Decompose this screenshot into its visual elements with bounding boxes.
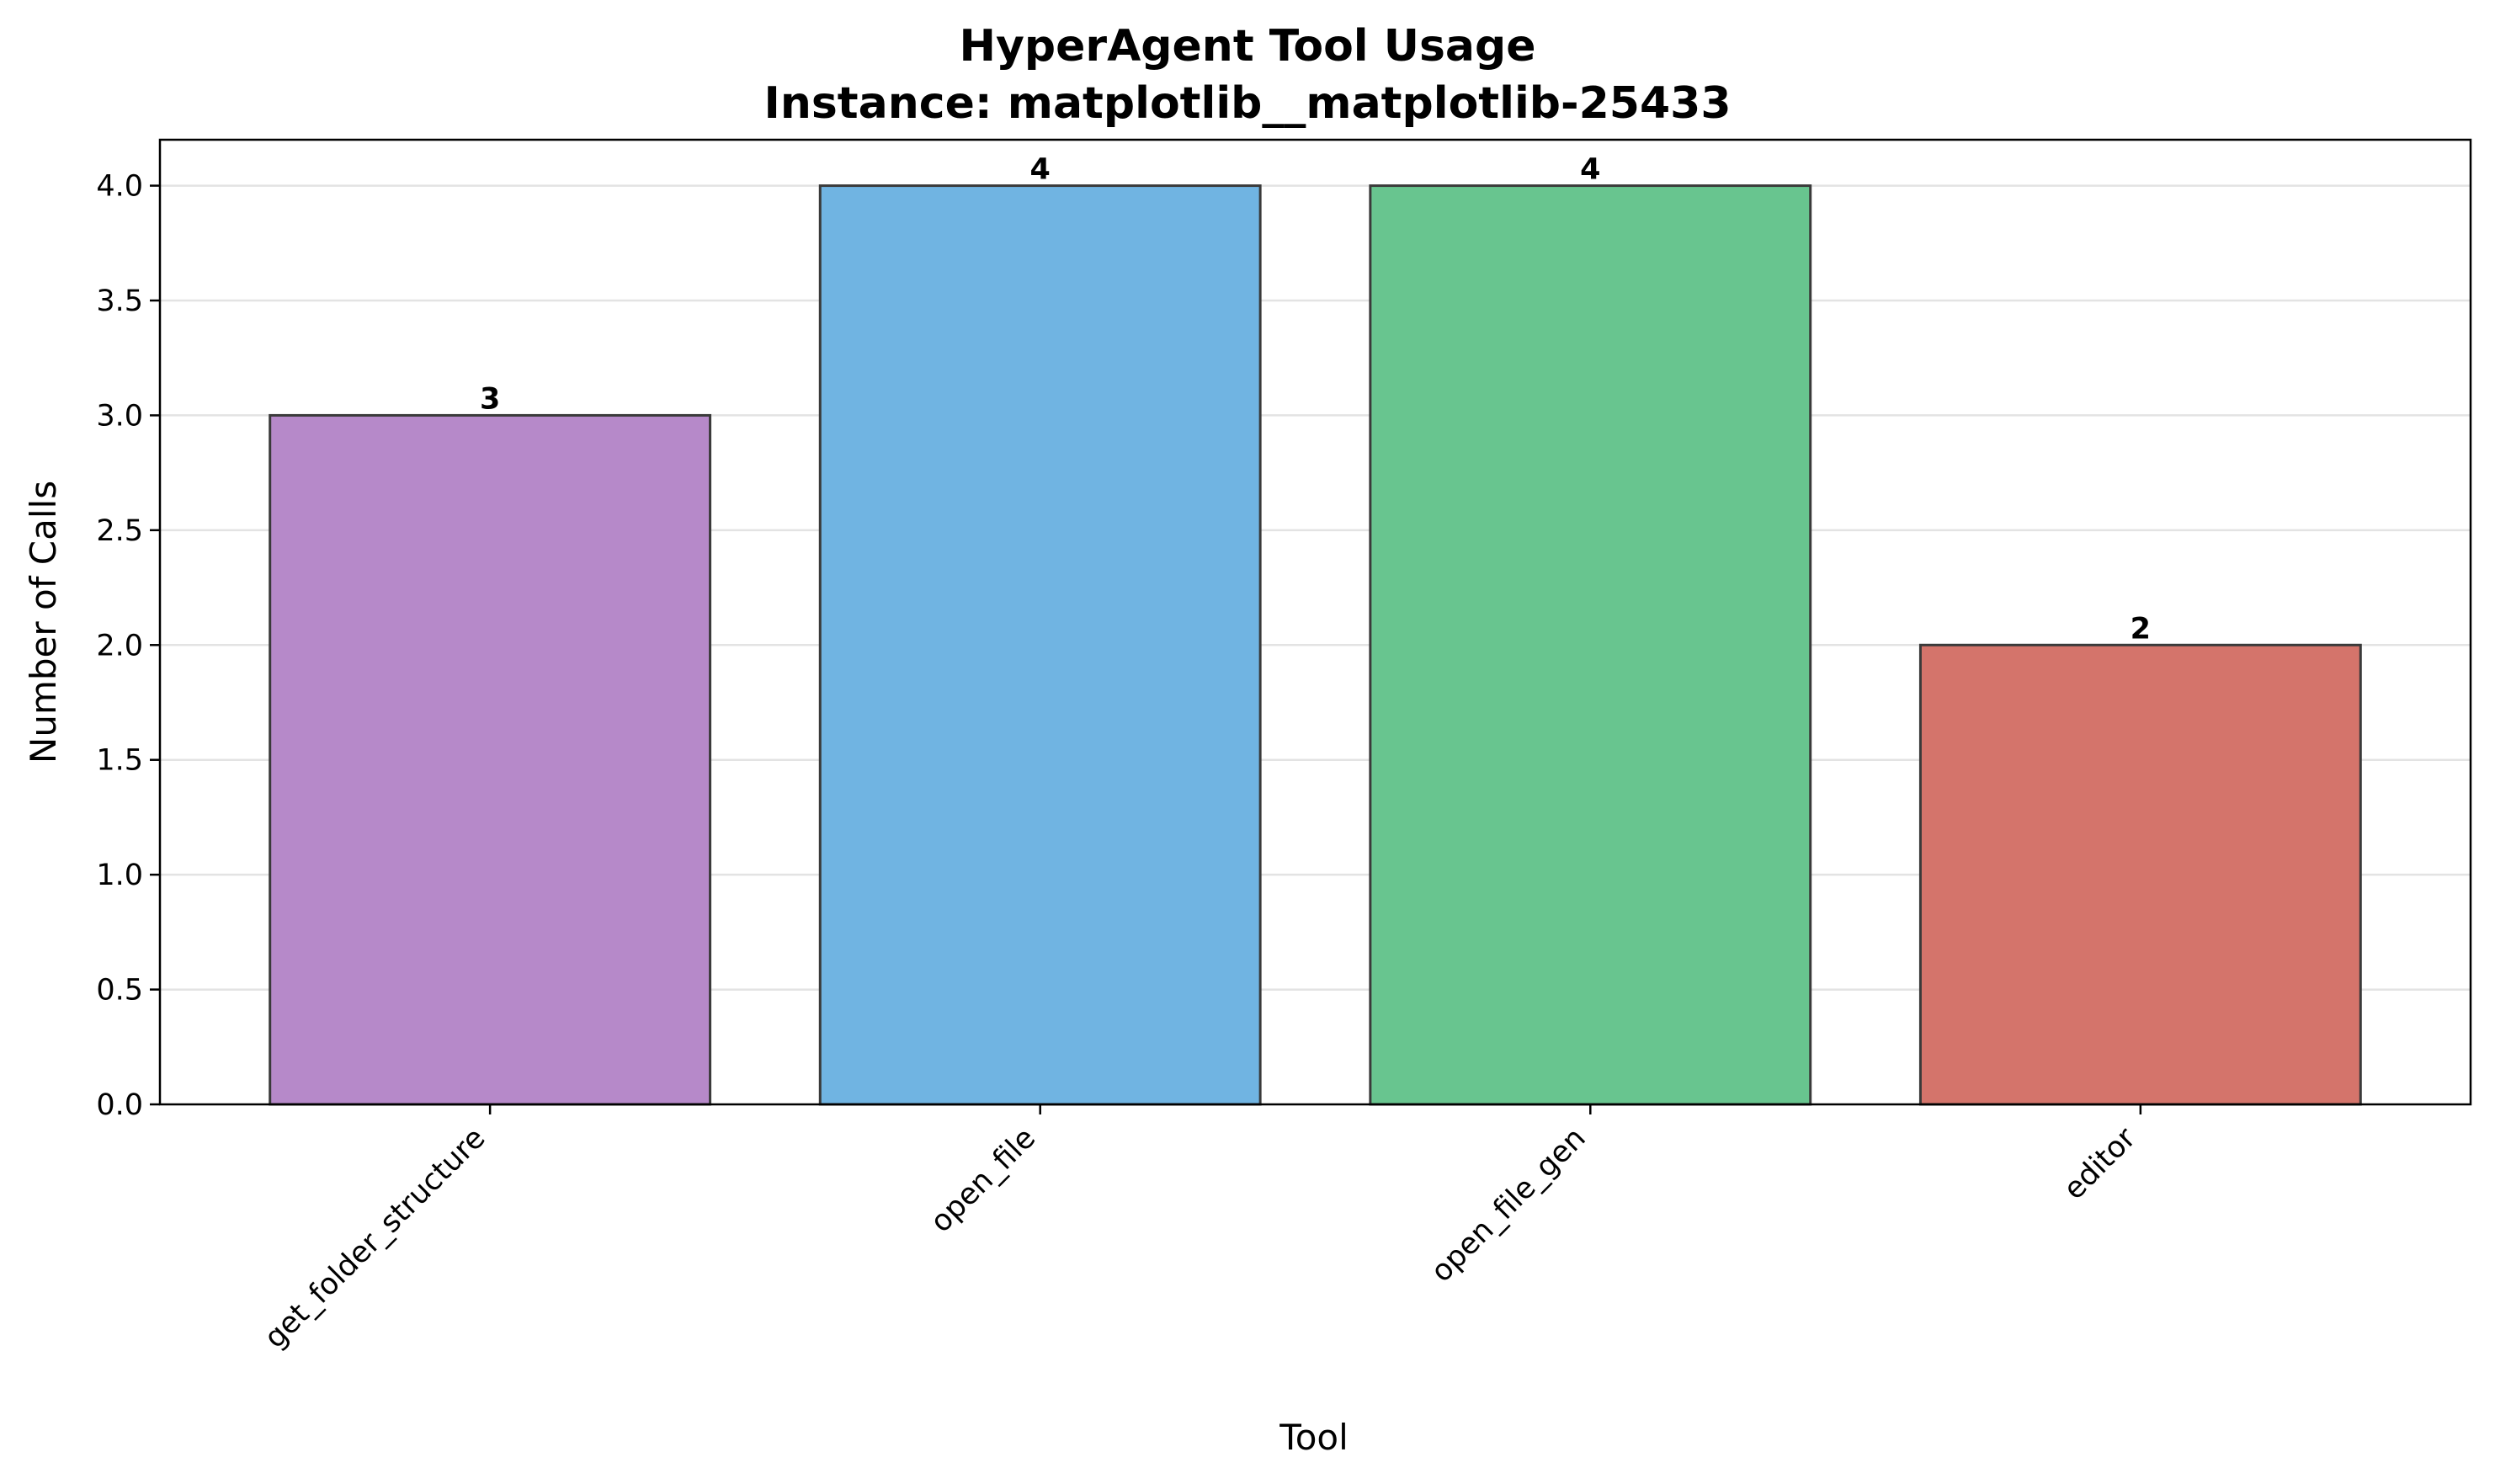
- x-axis-ticks: get_folder_structure open_file open_file_g…: [258, 1104, 2143, 1355]
- bar-open-file: [818, 184, 1262, 1106]
- x-tick-label: open_file_gen: [1425, 1121, 1593, 1289]
- plot-area-frame: [158, 138, 2472, 1106]
- bar-value-label: 4: [1030, 153, 1051, 187]
- y-axis-ticks: 0.0 0.5 1.0 1.5 2.0 2.5 3.0 3.5 4.0: [96, 170, 160, 1122]
- y-tick-label: 1.0: [96, 859, 143, 892]
- y-tick-label: 2.0: [96, 629, 143, 662]
- bar-editor: [1918, 643, 2362, 1106]
- chart-title: HyperAgent Tool Usage: [960, 21, 1536, 72]
- x-tick-label: editor: [2057, 1121, 2143, 1207]
- bars: [269, 184, 2362, 1106]
- x-axis-label: Tool: [1279, 1417, 1349, 1458]
- bar-value-label: 2: [2131, 612, 2151, 646]
- x-tick-label: get_folder_structure: [258, 1121, 492, 1355]
- x-tick-label: open_file: [924, 1121, 1042, 1239]
- y-tick-label: 2.5: [96, 514, 143, 548]
- y-tick-label: 1.5: [96, 744, 143, 778]
- bar-open-file-gen: [1369, 184, 1812, 1106]
- y-tick-label: 0.0: [96, 1088, 143, 1122]
- chart-subtitle: Instance: matplotlib__matplotlib-25433: [763, 78, 1731, 129]
- y-tick-label: 4.0: [96, 170, 143, 204]
- y-tick-label: 3.0: [96, 399, 143, 433]
- y-tick-label: 0.5: [96, 974, 143, 1008]
- bar-value-label: 4: [1580, 153, 1600, 187]
- bar-get-folder-structure: [269, 413, 712, 1106]
- bar-value-labels: 3 4 4 2: [480, 153, 2151, 646]
- bar-value-label: 3: [480, 382, 500, 416]
- y-tick-label: 3.5: [96, 285, 143, 318]
- y-axis-label: Number of Calls: [23, 481, 64, 763]
